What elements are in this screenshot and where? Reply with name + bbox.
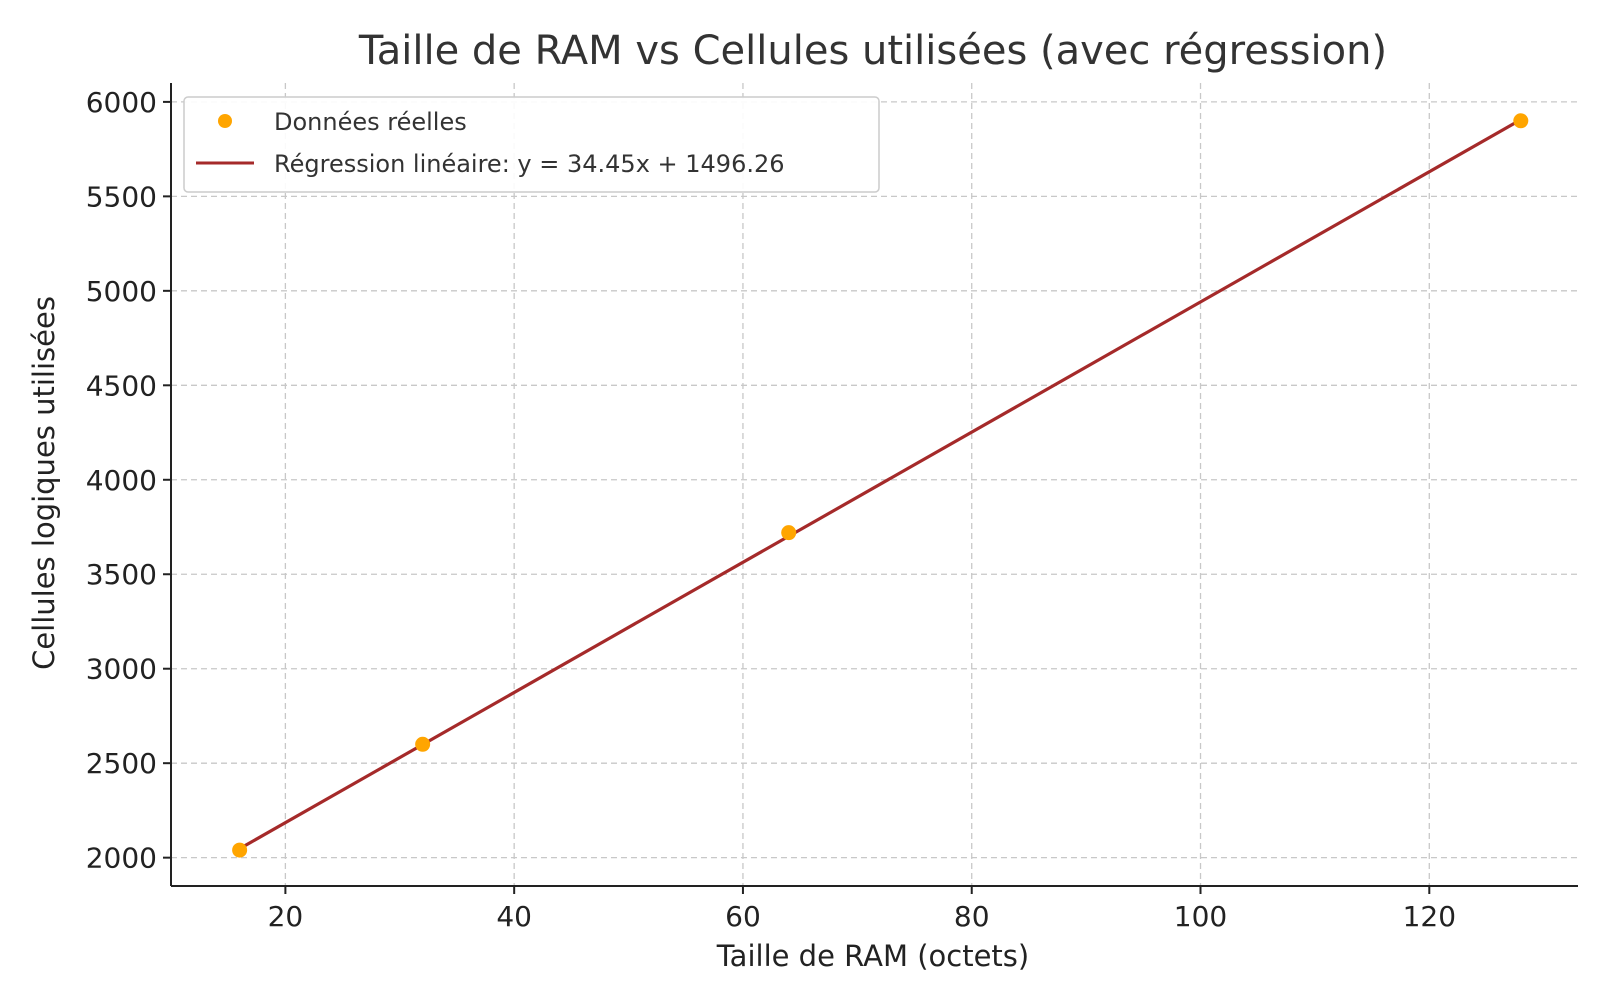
y-tick-label: 5000 [86, 275, 157, 308]
grid-lines [171, 83, 1578, 886]
y-tick-label: 4000 [86, 464, 157, 497]
legend-box [183, 96, 880, 193]
legend-label-regression: Régression linéaire: y = 34.45x + 1496.2… [274, 150, 785, 178]
x-tick-label: 60 [725, 900, 761, 933]
y-tick-label: 5500 [86, 180, 157, 213]
y-tick-label: 3000 [86, 653, 157, 686]
chart-title: Taille de RAM vs Cellules utilisées (ave… [358, 28, 1387, 74]
data-point [781, 525, 797, 541]
legend: Données réelles Régression linéaire: y =… [183, 96, 880, 193]
data-point [232, 842, 248, 858]
data-point [1513, 113, 1529, 129]
legend-label-scatter: Données réelles [274, 108, 467, 136]
y-tick-label: 2000 [86, 842, 157, 875]
data-point [415, 736, 431, 752]
ticks: 20 40 60 80 100 120 2000 2500 3000 3500 4000 4500 50… [86, 86, 1456, 933]
legend-marker-scatter [218, 114, 232, 128]
x-tick-label: 120 [1403, 900, 1456, 933]
x-axis-label: Taille de RAM (octets) [716, 939, 1029, 973]
y-tick-label: 6000 [86, 86, 157, 119]
series [232, 113, 1529, 858]
axes [170, 83, 1578, 887]
y-tick-label: 2500 [86, 747, 157, 780]
y-tick-label: 4500 [86, 369, 157, 402]
x-tick-label: 80 [954, 900, 990, 933]
x-tick-label: 40 [496, 900, 532, 933]
x-tick-label: 20 [268, 900, 304, 933]
y-tick-label: 3500 [86, 558, 157, 591]
y-axis-label: Cellules logiques utilisées [27, 296, 61, 670]
x-tick-label: 100 [1174, 900, 1227, 933]
regression-line [238, 118, 1522, 851]
